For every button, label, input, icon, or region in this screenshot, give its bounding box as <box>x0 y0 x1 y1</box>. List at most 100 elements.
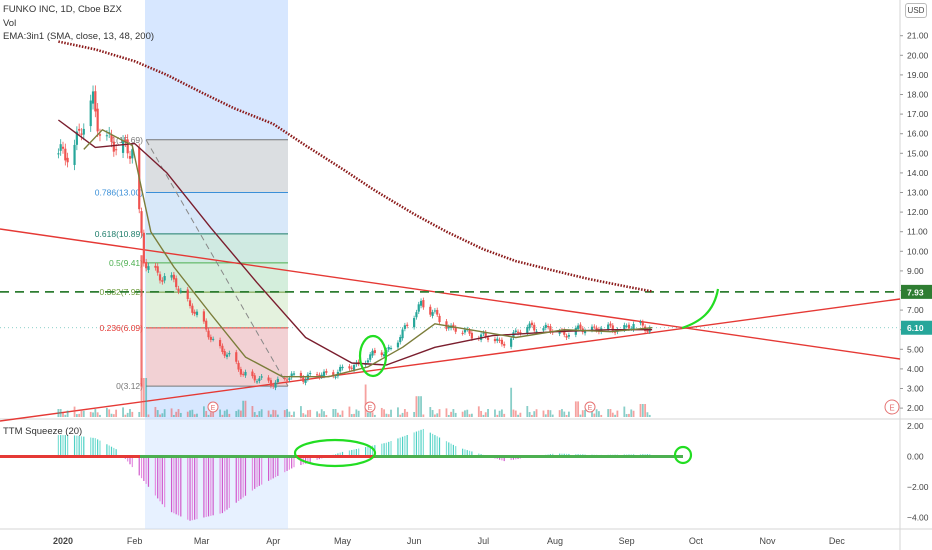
volume-bar <box>484 412 487 417</box>
volume-bar <box>385 413 388 417</box>
candle-body <box>269 380 272 386</box>
candle-body <box>59 144 62 151</box>
candle-body <box>177 288 180 292</box>
candle-body <box>373 350 376 354</box>
volume-bar <box>256 414 258 417</box>
candle-body <box>627 324 631 329</box>
volume-bar <box>309 409 312 417</box>
candle-body <box>309 373 312 375</box>
candle-body <box>371 350 374 356</box>
volume-bar <box>323 411 325 417</box>
volume-bar <box>274 410 277 417</box>
volume-bar <box>276 414 279 417</box>
candle-body <box>382 354 386 357</box>
candle-body <box>431 312 434 316</box>
volume-bar <box>115 409 118 417</box>
volume-bar <box>286 409 288 417</box>
candle-body <box>422 300 425 308</box>
candle-body <box>565 335 568 338</box>
volume-bar <box>623 406 626 417</box>
candle-body <box>255 381 259 383</box>
candle-body <box>516 331 520 333</box>
volume-bar <box>415 396 418 417</box>
candle-body <box>225 354 229 357</box>
volume-bar <box>510 387 513 417</box>
candle-body <box>339 366 342 372</box>
candle-body <box>535 331 538 333</box>
volume-bar <box>639 404 642 417</box>
fib-level-label: 0.5(9.41) <box>109 258 143 268</box>
volume-bar <box>140 378 143 417</box>
candle-body <box>480 334 483 340</box>
candle-body <box>156 266 159 273</box>
candle-body <box>577 325 580 330</box>
candle-body <box>212 338 215 340</box>
volume-bar <box>574 401 577 417</box>
candle-body <box>202 311 206 322</box>
candle-body <box>320 374 323 377</box>
candle-body <box>567 334 570 337</box>
volume-bar <box>514 410 517 417</box>
candle-body <box>242 373 245 375</box>
candle-body <box>172 274 175 280</box>
volume-bar <box>161 413 164 417</box>
candle-body <box>436 309 439 315</box>
volume-bar <box>431 410 434 417</box>
volume-bar <box>341 410 344 417</box>
earnings-marker-letter: E <box>368 405 373 412</box>
candle-body <box>433 310 437 312</box>
candle-body <box>348 366 351 369</box>
volume-bar <box>306 410 309 417</box>
volume-bar <box>99 414 101 417</box>
volume-bar <box>565 414 568 417</box>
volume-bar <box>519 412 522 417</box>
candle-body <box>406 324 409 326</box>
volume-bar <box>547 409 549 417</box>
candle-body <box>470 332 473 339</box>
x-tick-label: Oct <box>689 536 704 546</box>
ma13-line <box>83 129 653 378</box>
y-tick-label: 7.00 <box>907 305 924 315</box>
volume-bar <box>422 414 425 417</box>
candle-body <box>468 330 471 334</box>
candle-body <box>493 339 497 342</box>
candle-body <box>239 369 242 375</box>
candle-body <box>292 373 296 375</box>
candle-body <box>73 144 76 165</box>
earnings-marker <box>207 401 219 413</box>
fib-level-label: 0(3.12) <box>116 381 143 391</box>
volume-bar <box>611 412 614 417</box>
volume-bar <box>316 411 318 417</box>
candle-body <box>549 326 552 332</box>
volume-bar <box>549 410 552 417</box>
volume-bar <box>212 409 215 417</box>
candle-body <box>218 340 222 347</box>
candle-body <box>486 337 490 340</box>
candle-body <box>140 211 143 234</box>
volume-bar <box>406 411 409 417</box>
candle-body <box>322 371 326 376</box>
candle-body <box>105 135 108 137</box>
volume-bar <box>228 413 231 417</box>
candle-body <box>630 328 633 330</box>
candle-body <box>403 325 406 329</box>
candle-body <box>607 324 610 330</box>
volume-bar <box>644 404 647 417</box>
volume-bar <box>73 406 76 417</box>
volume-bar <box>62 412 64 417</box>
currency-button[interactable]: USD <box>905 3 927 18</box>
candle-body <box>558 331 561 334</box>
volume-bar <box>302 413 305 417</box>
volume-bar <box>544 414 547 417</box>
candle-body <box>639 322 642 324</box>
y-tick-label: 2.00 <box>907 403 924 413</box>
volume-bar <box>94 409 97 417</box>
volume-bar <box>189 410 191 417</box>
gap-candle <box>140 255 143 387</box>
volume-bar <box>145 378 148 417</box>
candle-body <box>401 329 404 339</box>
candle-body <box>445 321 448 329</box>
y-tick-label: 11.00 <box>907 227 928 237</box>
legend-title: FUNKO INC, 1D, Cboe BZX <box>3 4 122 15</box>
volume-bar <box>413 411 416 417</box>
